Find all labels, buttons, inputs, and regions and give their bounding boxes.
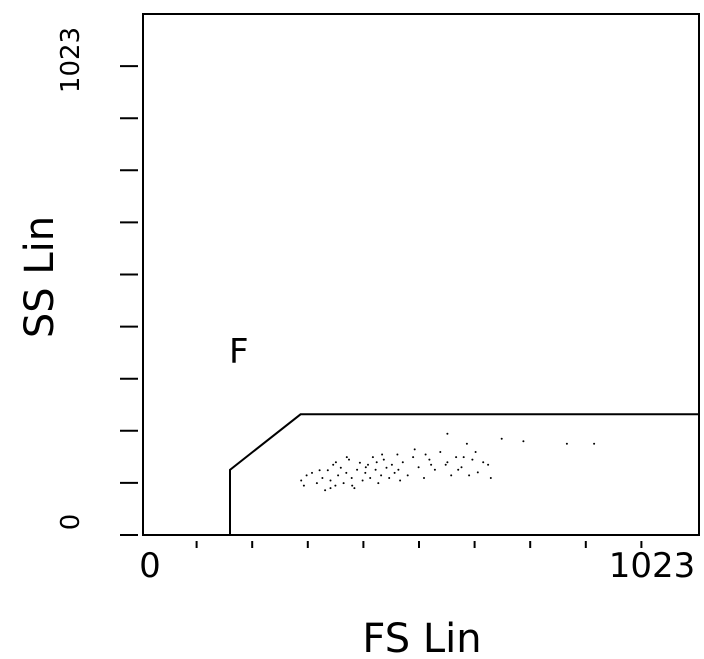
data-point [396, 453, 399, 456]
data-point [482, 461, 485, 464]
gate-F-boundary [229, 413, 699, 535]
data-point [345, 456, 348, 459]
data-point [381, 453, 384, 456]
y-tick-label-0: 0 [56, 514, 86, 531]
data-point [302, 484, 305, 487]
data-point [342, 482, 345, 485]
data-point [351, 484, 354, 487]
data-point [334, 484, 337, 487]
data-point [334, 461, 337, 464]
data-point [476, 471, 479, 474]
data-point [468, 474, 471, 477]
data-point [353, 487, 356, 490]
data-point [374, 468, 377, 471]
data-point [406, 474, 409, 477]
data-point [489, 477, 492, 479]
x-axis-title: FS Lin [362, 616, 481, 659]
data-point [399, 479, 402, 482]
data-point [462, 456, 465, 459]
data-point [356, 468, 359, 471]
data-point [424, 453, 427, 456]
data-point [439, 451, 442, 453]
data-point [390, 463, 393, 466]
data-point [455, 456, 458, 459]
data-point [380, 474, 383, 477]
data-point [487, 463, 490, 466]
y-axis-ticks [120, 65, 138, 536]
data-point [423, 477, 425, 479]
data-point [332, 463, 335, 466]
data-point [364, 471, 367, 474]
data-point [565, 442, 568, 445]
data-point [401, 461, 404, 464]
data-point [348, 458, 350, 461]
data-point [377, 482, 380, 485]
data-point [417, 466, 420, 469]
data-point [339, 466, 342, 469]
scatter-points [300, 432, 596, 492]
data-point [397, 468, 400, 471]
data-point [311, 471, 313, 474]
data-point [413, 448, 416, 451]
data-point [460, 466, 463, 469]
x-tick-label-1023: 1023 [609, 546, 696, 586]
data-point [324, 489, 327, 492]
data-point [364, 466, 367, 469]
plot-frame [142, 13, 700, 536]
data-point [318, 469, 321, 472]
data-point [315, 482, 318, 485]
data-point [329, 479, 332, 482]
y-axis-title: SS Lin [17, 216, 63, 338]
data-point [433, 468, 436, 471]
x-axis-ticks [195, 541, 643, 548]
y-tick-label-1023: 1023 [56, 27, 86, 93]
x-tick-label-0: 0 [139, 546, 161, 586]
data-point [471, 458, 474, 461]
data-point [367, 463, 369, 466]
data-point [326, 469, 329, 472]
data-point [522, 440, 525, 443]
data-point [337, 474, 340, 477]
data-point [446, 461, 449, 464]
data-point [329, 487, 332, 490]
data-point [382, 458, 385, 461]
data-point [300, 479, 303, 482]
gate-F-label: F [229, 332, 249, 372]
data-point [321, 477, 324, 479]
data-point [428, 458, 431, 461]
data-point [369, 477, 372, 479]
data-point [345, 471, 348, 474]
data-point [474, 451, 477, 453]
data-point [450, 474, 453, 477]
data-point [412, 456, 415, 459]
data-point [465, 442, 468, 445]
data-point [393, 471, 396, 474]
data-point [430, 463, 433, 466]
data-point [361, 479, 364, 482]
data-point [375, 461, 378, 464]
data-point [457, 468, 460, 471]
data-point [350, 477, 353, 479]
data-point [444, 463, 447, 466]
data-point [358, 461, 361, 464]
data-point [388, 477, 391, 479]
data-point [305, 474, 308, 477]
data-point [500, 437, 503, 440]
data-point [371, 456, 374, 459]
data-point [385, 466, 388, 469]
data-point [593, 442, 596, 445]
data-point [446, 432, 449, 435]
